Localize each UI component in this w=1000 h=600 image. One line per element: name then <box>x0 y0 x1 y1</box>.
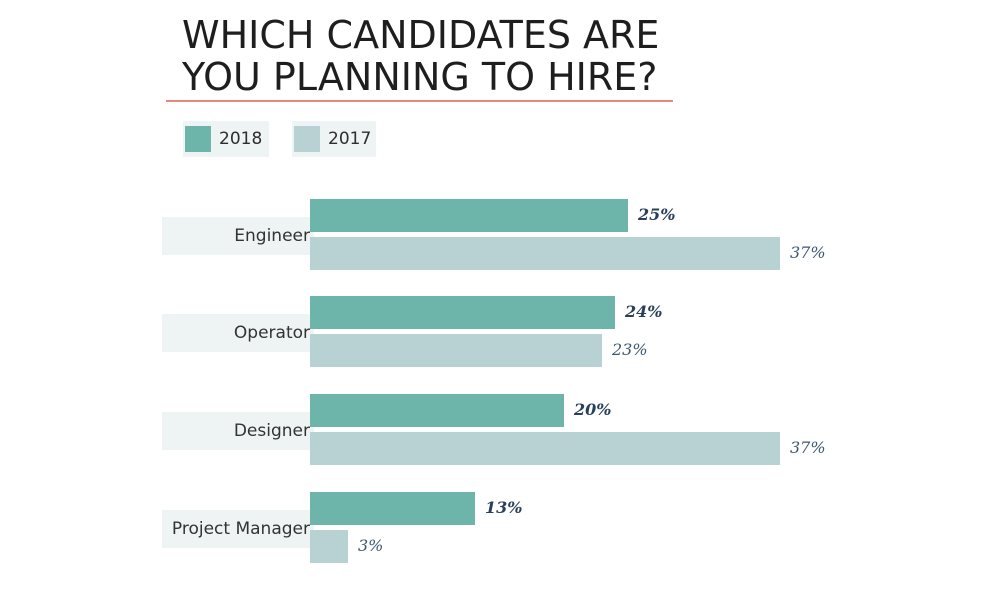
chart-title-line-1: WHICH CANDIDATES ARE <box>182 13 660 57</box>
category-label-box-engineer: Engineer <box>162 217 314 255</box>
category-label-engineer: Engineer <box>234 226 310 246</box>
category-label-project-manager: Project Manager <box>171 519 310 539</box>
title-underline <box>166 100 673 102</box>
value-label-2018-project-manager: 13% <box>485 498 523 517</box>
value-label-2017-engineer: 37% <box>790 243 826 262</box>
legend-item-2017: 2017 <box>292 121 376 157</box>
chart-title: WHICH CANDIDATES ARE YOU PLANNING TO HIR… <box>182 14 659 98</box>
value-label-2017-project-manager: 3% <box>358 536 384 555</box>
category-label-box-project-manager: Project Manager <box>162 510 314 548</box>
value-label-2018-designer: 20% <box>574 400 612 419</box>
legend-label-2017: 2017 <box>328 129 372 149</box>
legend-label-2018: 2018 <box>219 129 263 149</box>
value-label-2018-operator: 24% <box>625 302 663 321</box>
legend-swatch-2017 <box>294 126 320 152</box>
value-label-2018-engineer: 25% <box>638 205 676 224</box>
bar-2018-engineer <box>310 199 628 232</box>
category-label-box-designer: Designer <box>162 412 314 450</box>
legend-swatch-2018 <box>185 126 211 152</box>
bar-2018-project-manager <box>310 492 475 525</box>
bar-2018-designer <box>310 394 564 427</box>
bar-2017-engineer <box>310 237 780 270</box>
category-label-operator: Operator <box>233 323 310 343</box>
category-label-designer: Designer <box>233 421 310 441</box>
bar-2017-designer <box>310 432 780 465</box>
category-label-box-operator: Operator <box>162 314 314 352</box>
bar-2018-operator <box>310 296 615 329</box>
value-label-2017-designer: 37% <box>790 438 826 457</box>
bar-2017-project-manager <box>310 530 348 563</box>
legend-item-2018: 2018 <box>183 121 269 157</box>
value-label-2017-operator: 23% <box>612 340 648 359</box>
chart-title-line-2: YOU PLANNING TO HIRE? <box>182 55 658 99</box>
bar-2017-operator <box>310 334 602 367</box>
